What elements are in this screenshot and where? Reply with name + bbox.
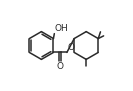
Text: OH: OH <box>55 24 68 33</box>
Text: O: O <box>56 62 63 71</box>
Text: O: O <box>67 43 74 52</box>
